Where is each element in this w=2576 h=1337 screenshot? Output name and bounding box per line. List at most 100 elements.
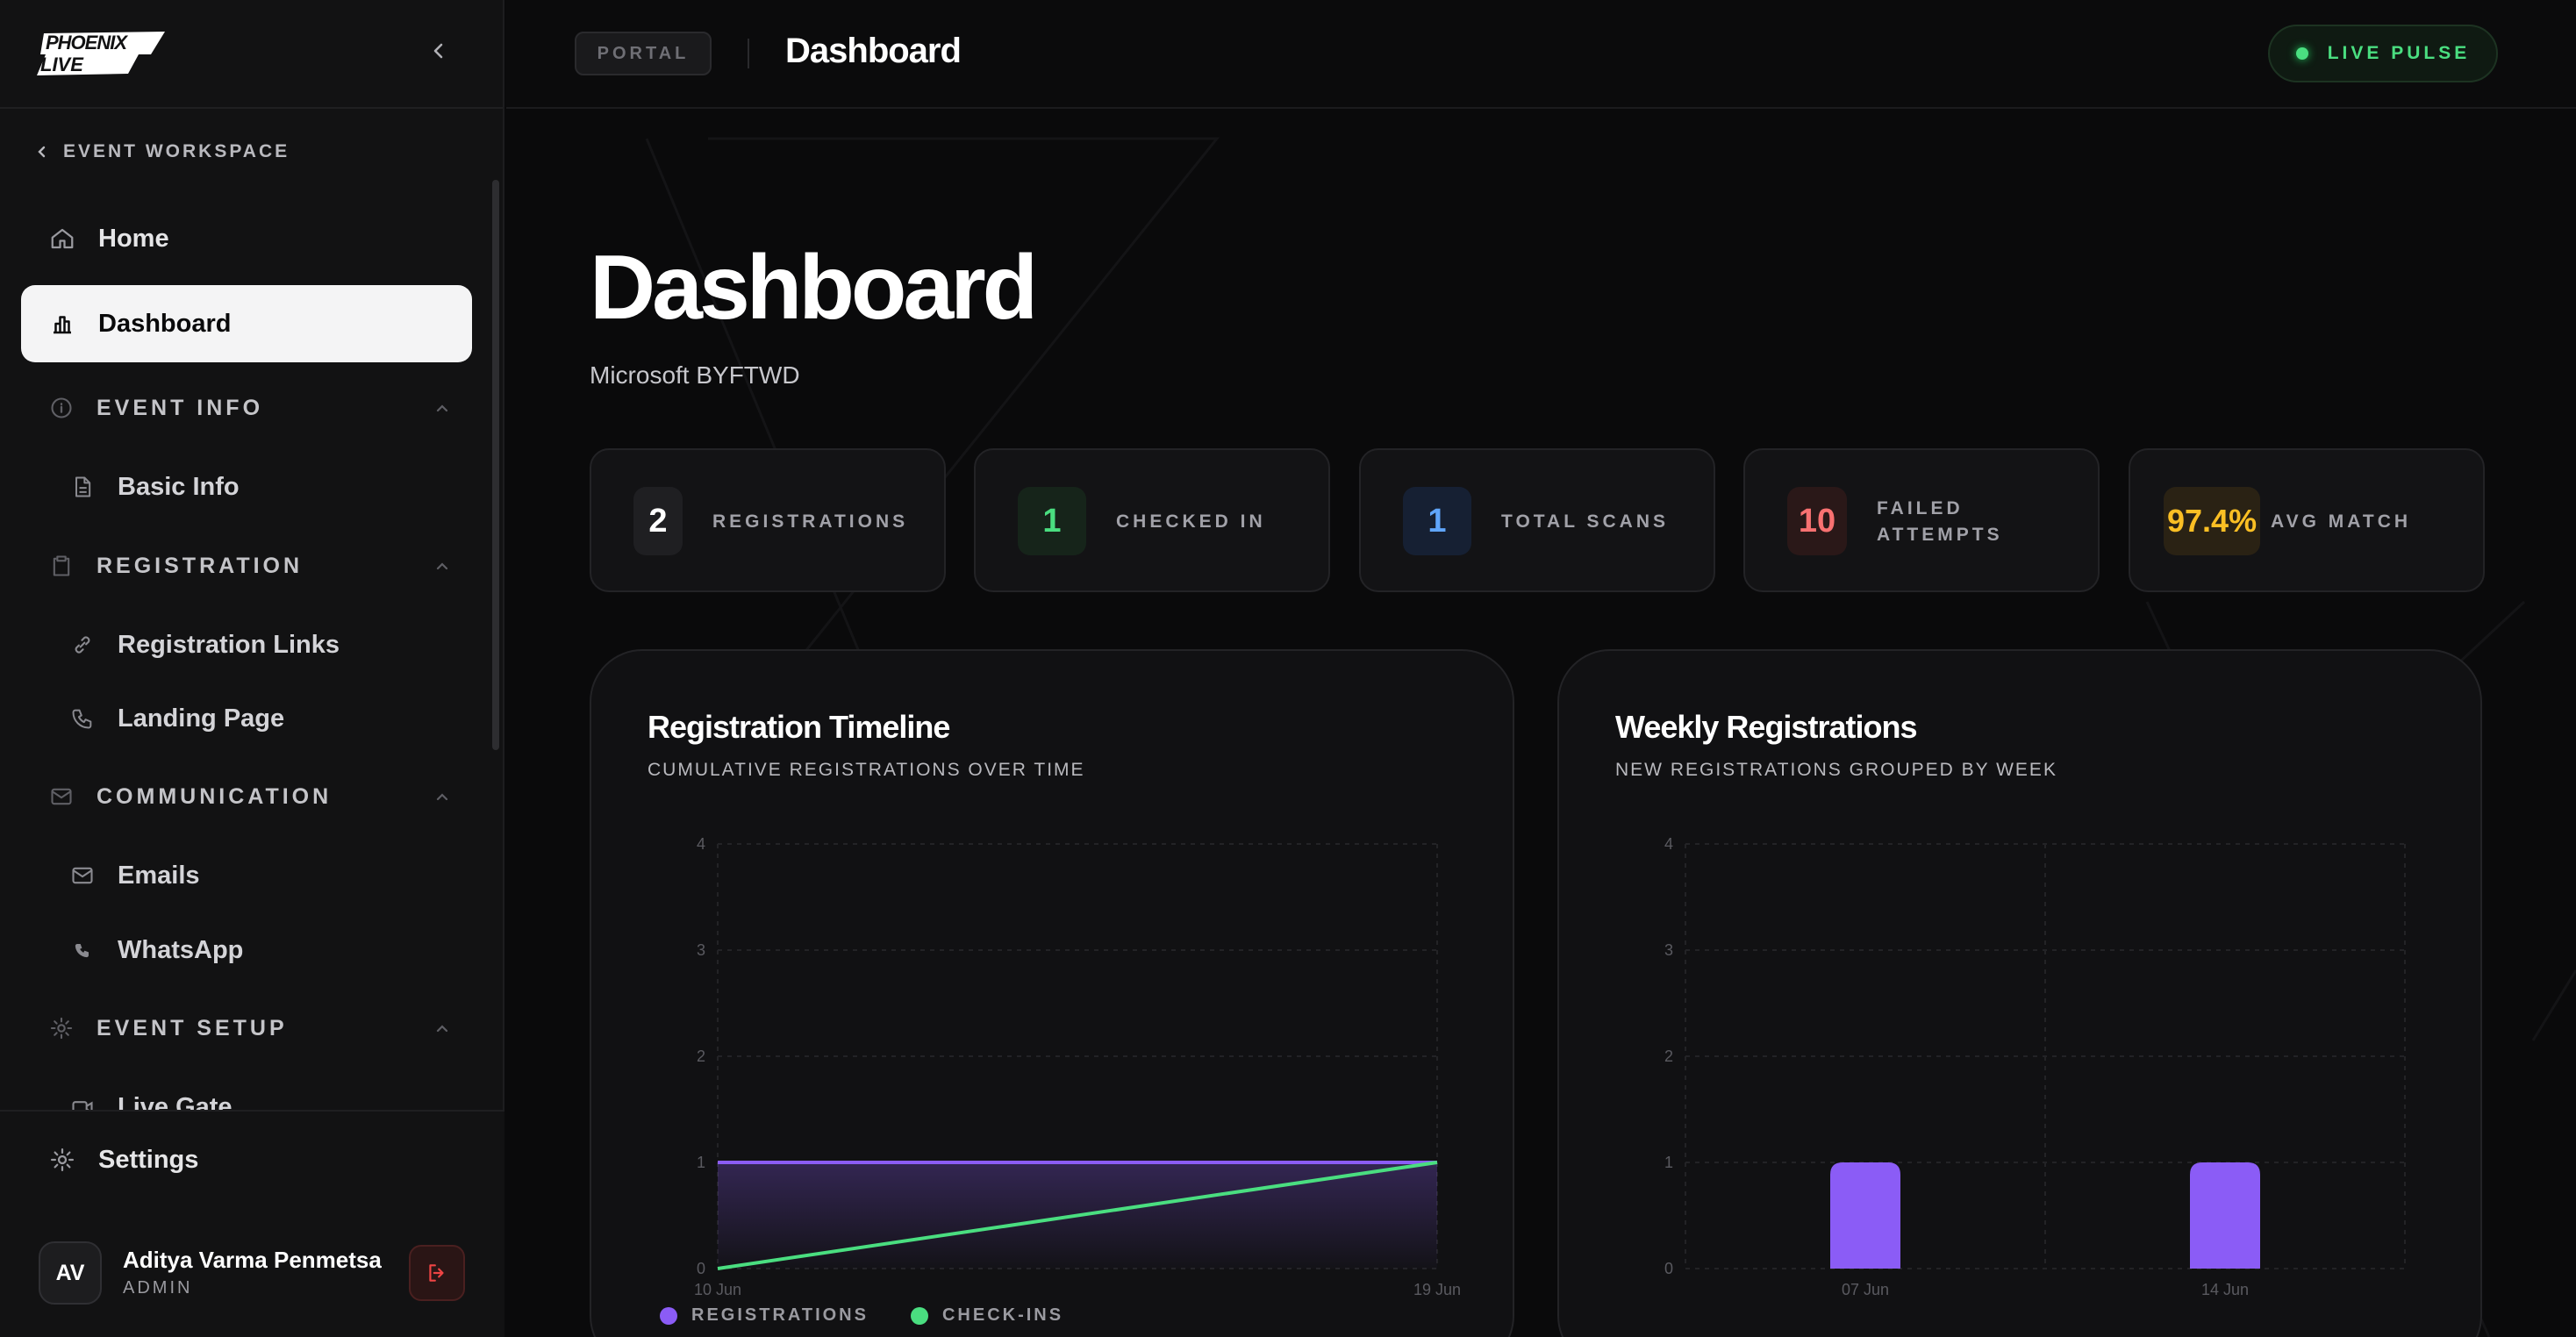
weekly-registrations-card: Weekly Registrations NEW REGISTRATIONS G… — [1557, 649, 2482, 1337]
sidebar-item-basic-info[interactable]: Basic Info — [42, 456, 472, 518]
event-workspace-back-link[interactable]: EVENT WORKSPACE — [35, 139, 290, 165]
bar-07-jun — [1830, 1162, 1900, 1269]
stat-label-line2: ATTEMPTS — [1877, 525, 2003, 545]
weekly-registrations-chart[interactable]: 0 1 2 3 4 07 Jun 14 Jun — [1559, 651, 2484, 1337]
bar-chart-icon — [54, 316, 71, 334]
collapse-sidebar-button[interactable] — [423, 35, 454, 67]
svg-text:PHOENIX: PHOENIX — [46, 32, 128, 54]
legend-dot-icon — [910, 1306, 928, 1325]
logout-icon — [429, 1264, 444, 1282]
portal-chip[interactable]: PORTAL — [575, 32, 712, 75]
legend-item-registrations[interactable]: REGISTRATIONS — [660, 1305, 869, 1326]
phoenix-live-logo[interactable]: PHOENIX LIVE — [35, 28, 167, 77]
stat-card-registrations[interactable]: 2 REGISTRATIONS — [590, 448, 946, 592]
sidebar-item-emails[interactable]: Emails — [42, 845, 472, 906]
sidebar-item-whatsapp[interactable]: WhatsApp — [42, 919, 472, 981]
sidebar-item-label: Emails — [118, 861, 200, 890]
y-tick-label: 4 — [697, 835, 705, 853]
sidebar: PHOENIX LIVE EVENT WORKSPACE Home Dashbo… — [0, 0, 504, 1337]
sidebar-item-live-gate[interactable]: Live Gate — [42, 1076, 472, 1110]
sidebar-item-home[interactable]: Home — [21, 200, 472, 277]
stat-value: 2 — [633, 487, 683, 555]
main-content: Dashboard Microsoft BYFTWD 2 REGISTRATIO… — [506, 111, 2576, 1337]
sidebar-footer: Settings AV Aditya Varma Penmetsa ADMIN — [0, 1110, 504, 1337]
legend-label: REGISTRATIONS — [691, 1305, 869, 1325]
link-icon — [75, 636, 90, 654]
mail-icon — [72, 867, 93, 884]
sidebar-item-label: WhatsApp — [118, 935, 244, 964]
sidebar-item-label: Basic Info — [118, 472, 240, 501]
y-tick-label: 0 — [697, 1260, 705, 1277]
section-communication[interactable]: COMMUNICATION — [21, 770, 472, 823]
chevron-left-icon — [433, 43, 443, 59]
live-pulse-badge[interactable]: LIVE PULSE — [2268, 25, 2498, 82]
user-name: Aditya Varma Penmetsa — [123, 1247, 382, 1273]
chevron-left-icon — [38, 146, 46, 158]
stat-value: 1 — [1403, 487, 1471, 555]
sidebar-item-label: Dashboard — [98, 309, 232, 338]
y-tick-label: 4 — [1664, 835, 1673, 853]
section-event-setup[interactable]: EVENT SETUP — [21, 1002, 472, 1055]
live-pulse-label: LIVE PULSE — [2327, 43, 2471, 63]
series-line-check-ins — [717, 1161, 1438, 1270]
stat-value: 97.4% — [2164, 487, 2261, 555]
stat-label: REGISTRATIONS — [712, 511, 909, 532]
legend-label: CHECK-INS — [941, 1305, 1064, 1325]
y-tick-label: 1 — [697, 1154, 705, 1171]
y-tick-label: 3 — [697, 941, 705, 959]
stat-card-total-scans[interactable]: 1 TOTAL SCANS — [1359, 448, 1715, 592]
chevron-up-icon — [436, 1025, 448, 1033]
x-tick-label: 14 Jun — [2201, 1281, 2249, 1298]
sidebar-scrollbar[interactable] — [492, 180, 499, 750]
bar-14-jun — [2190, 1162, 2260, 1269]
y-tick-label: 2 — [697, 1047, 705, 1065]
section-label: COMMUNICATION — [97, 783, 333, 809]
y-tick-label: 1 — [1664, 1154, 1673, 1171]
chevron-up-icon — [436, 562, 448, 570]
sidebar-item-landing-page[interactable]: Landing Page — [42, 688, 472, 749]
topbar: PORTAL Dashboard LIVE PULSE — [506, 0, 2576, 109]
stat-label-line1: FAILED — [1877, 497, 1964, 518]
phone-icon — [72, 709, 92, 729]
sidebar-item-label: Landing Page — [118, 704, 285, 733]
stat-card-checked-in[interactable]: 1 CHECKED IN — [974, 448, 1330, 592]
sidebar-item-label: Settings — [98, 1145, 199, 1174]
stat-label: AVG MATCH — [2271, 511, 2412, 532]
page-title: Dashboard — [590, 237, 1038, 339]
camera-icon — [72, 1101, 93, 1110]
stat-value: 10 — [1787, 487, 1847, 555]
mail-icon — [51, 788, 72, 805]
chart-title: Registration Timeline — [648, 709, 950, 745]
brand-row: PHOENIX LIVE — [0, 0, 503, 109]
sidebar-item-settings[interactable]: Settings — [21, 1129, 472, 1190]
avatar[interactable]: AV — [39, 1241, 102, 1305]
sidebar-item-registration-links[interactable]: Registration Links — [42, 614, 472, 676]
chart-subtitle: CUMULATIVE REGISTRATIONS OVER TIME — [648, 760, 1085, 780]
svg-text:LIVE: LIVE — [40, 54, 84, 75]
y-tick-label: 0 — [1664, 1260, 1673, 1277]
section-registration[interactable]: REGISTRATION — [21, 540, 472, 592]
sidebar-item-label: Home — [98, 224, 169, 253]
clipboard-icon — [53, 555, 70, 576]
stat-card-failed-attempts[interactable]: 10 FAILED ATTEMPTS — [1743, 448, 2100, 592]
gear-icon — [50, 1017, 73, 1040]
stat-card-avg-match[interactable]: 97.4% AVG MATCH — [2129, 448, 2485, 592]
user-profile[interactable]: AV Aditya Varma Penmetsa ADMIN — [39, 1241, 469, 1306]
x-tick-label: 07 Jun — [1842, 1281, 1889, 1298]
section-label: EVENT INFO — [97, 395, 264, 420]
legend-item-check-ins[interactable]: CHECK-INS — [910, 1305, 1064, 1326]
y-tick-label: 2 — [1664, 1047, 1673, 1065]
user-role: ADMIN — [123, 1278, 193, 1298]
section-label: REGISTRATION — [97, 553, 304, 578]
chart-title: Weekly Registrations — [1615, 709, 1917, 745]
chart-legend: REGISTRATIONS CHECK-INS — [660, 1305, 1063, 1326]
gear-icon — [51, 1148, 74, 1171]
logout-button[interactable] — [409, 1245, 465, 1301]
section-event-info[interactable]: EVENT INFO — [21, 382, 472, 434]
sidebar-item-dashboard[interactable]: Dashboard — [21, 285, 472, 362]
whatsapp-phone-icon — [75, 944, 89, 958]
registration-timeline-chart[interactable]: 0 1 2 3 4 10 Jun 19 Jun — [591, 651, 1516, 1337]
chevron-up-icon — [436, 404, 448, 412]
sidebar-item-label: Registration Links — [118, 630, 340, 659]
chevron-up-icon — [436, 793, 448, 801]
